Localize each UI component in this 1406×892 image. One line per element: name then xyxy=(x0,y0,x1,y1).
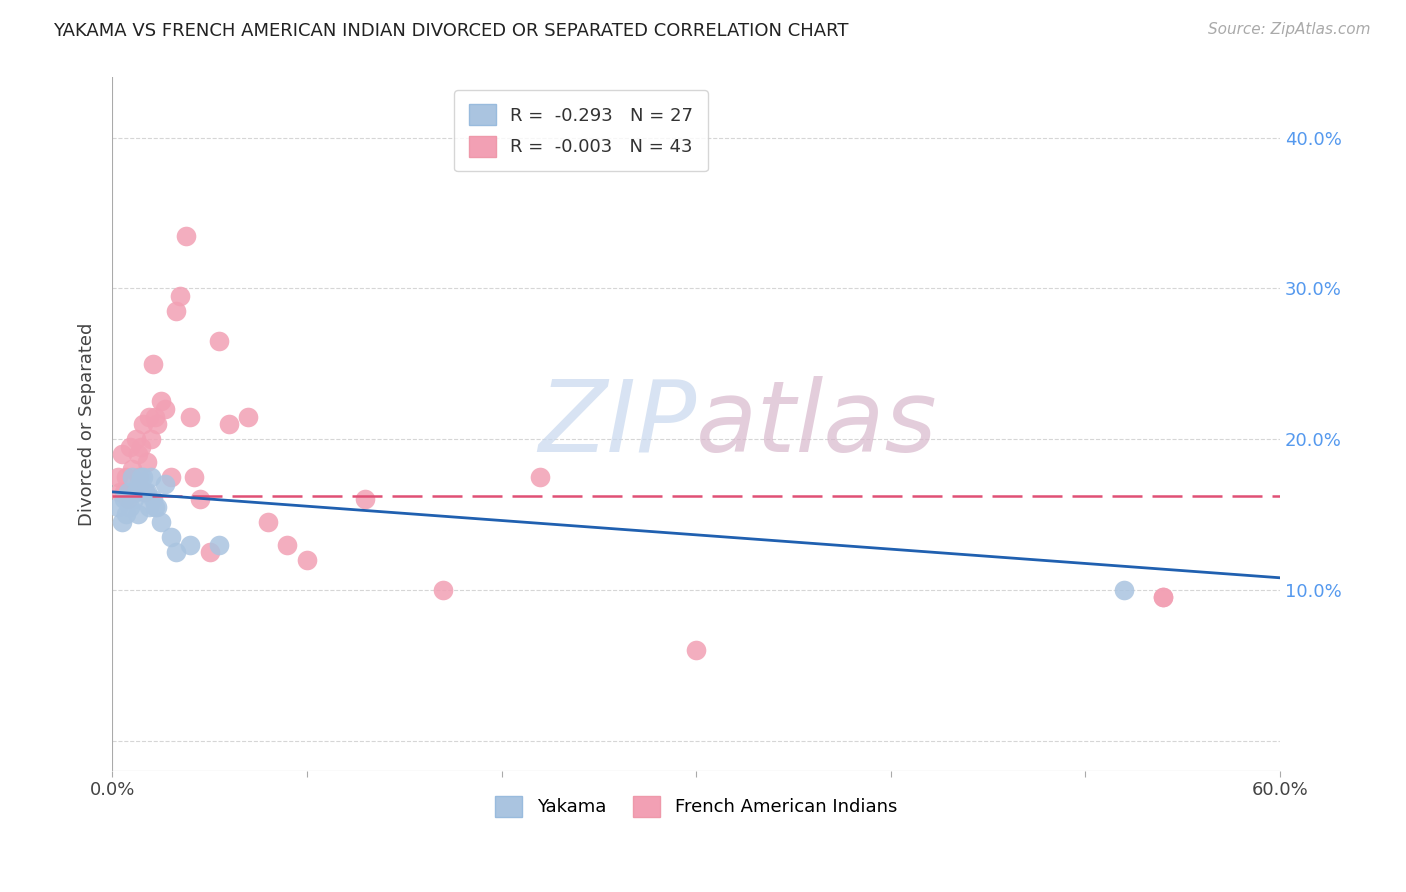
Point xyxy=(142,492,165,507)
Point xyxy=(141,470,163,484)
Point xyxy=(174,228,197,243)
Point xyxy=(127,508,149,522)
Point xyxy=(122,492,145,507)
Point xyxy=(149,515,172,529)
Point xyxy=(118,440,141,454)
Point xyxy=(529,470,551,484)
Y-axis label: Divorced or Separated: Divorced or Separated xyxy=(79,322,96,525)
Point xyxy=(138,500,160,514)
Point xyxy=(132,417,155,431)
Point xyxy=(153,477,176,491)
Point xyxy=(132,470,155,484)
Point xyxy=(112,484,135,499)
Point xyxy=(166,545,188,559)
Point xyxy=(128,470,150,484)
Point xyxy=(118,500,141,514)
Point xyxy=(143,409,166,424)
Point xyxy=(685,643,707,657)
Point xyxy=(153,402,176,417)
Point xyxy=(166,304,188,318)
Point xyxy=(138,409,160,424)
Point xyxy=(108,484,131,499)
Point xyxy=(107,500,129,514)
Point xyxy=(432,582,454,597)
Point xyxy=(122,484,145,499)
Point xyxy=(238,409,260,424)
Point xyxy=(112,492,135,507)
Point xyxy=(179,538,201,552)
Point xyxy=(127,447,149,461)
Point xyxy=(179,409,201,424)
Point xyxy=(1152,591,1174,605)
Point xyxy=(146,500,169,514)
Text: YAKAMA VS FRENCH AMERICAN INDIAN DIVORCED OR SEPARATED CORRELATION CHART: YAKAMA VS FRENCH AMERICAN INDIAN DIVORCE… xyxy=(53,22,849,40)
Point xyxy=(111,515,134,529)
Point xyxy=(1114,582,1136,597)
Point xyxy=(134,484,156,499)
Point xyxy=(218,417,240,431)
Point xyxy=(121,470,143,484)
Point xyxy=(141,432,163,446)
Point xyxy=(117,492,139,507)
Point xyxy=(117,484,139,499)
Legend: Yakama, French American Indians: Yakama, French American Indians xyxy=(488,789,904,824)
Point xyxy=(131,470,153,484)
Point xyxy=(354,492,377,507)
Point xyxy=(1152,591,1174,605)
Point xyxy=(124,432,146,446)
Point xyxy=(124,484,146,499)
Point xyxy=(208,538,231,552)
Point xyxy=(257,515,280,529)
Point xyxy=(198,545,221,559)
Point xyxy=(136,455,159,469)
Point xyxy=(115,470,138,484)
Text: ZIP: ZIP xyxy=(538,376,696,473)
Point xyxy=(134,484,156,499)
Point xyxy=(149,394,172,409)
Point xyxy=(295,552,318,566)
Point xyxy=(276,538,298,552)
Point xyxy=(146,417,169,431)
Point xyxy=(131,440,153,454)
Point xyxy=(159,530,181,544)
Point xyxy=(115,508,138,522)
Point xyxy=(142,357,165,371)
Point xyxy=(169,289,191,303)
Text: atlas: atlas xyxy=(696,376,938,473)
Point xyxy=(136,484,159,499)
Point xyxy=(183,470,205,484)
Point xyxy=(121,462,143,476)
Point xyxy=(159,470,181,484)
Point xyxy=(107,470,129,484)
Point xyxy=(188,492,211,507)
Point xyxy=(111,447,134,461)
Point xyxy=(143,500,166,514)
Text: Source: ZipAtlas.com: Source: ZipAtlas.com xyxy=(1208,22,1371,37)
Point xyxy=(208,334,231,348)
Point xyxy=(128,477,150,491)
